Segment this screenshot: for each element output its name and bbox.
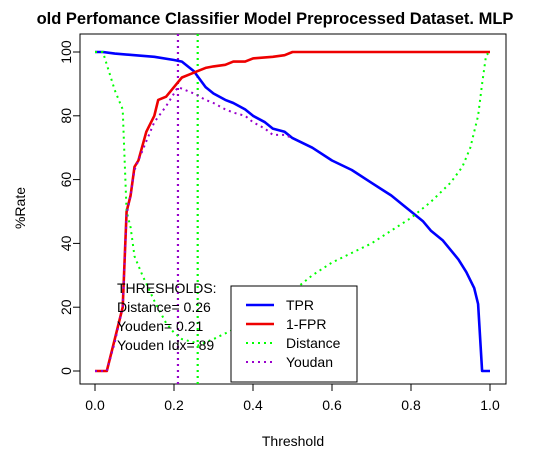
x-tick-label: 0.6 [322,397,342,413]
x-axis-label: Threshold [262,433,324,449]
y-tick-label: 0 [58,367,74,375]
x-tick-label: 0.0 [85,397,105,413]
legend-label-distance: Distance [286,335,341,351]
x-tick-label: 0.8 [401,397,421,413]
legend: TPR 1-FPR Distance Youdan [230,285,358,383]
y-tick-label: 100 [58,40,74,64]
x-tick-label: 1.0 [480,397,500,413]
plot-area [95,34,491,384]
series-line-distance [95,51,491,347]
annotation-line: THRESHOLDS: [117,280,217,296]
legend-label-1-fpr: 1-FPR [286,316,326,332]
x-axis: 0.0 0.2 0.4 0.6 0.8 1.0 [85,383,500,413]
annotation-line: Youden= 0.21 [117,318,204,334]
annotation-line: Youden Idx= 89 [117,337,214,353]
legend-box [230,285,358,383]
annotation-line: Distance= 0.26 [117,299,211,315]
y-tick-label: 80 [58,108,74,124]
y-tick-label: 40 [58,235,74,251]
legend-label-youdan: Youdan [286,354,333,370]
y-axis-label: %Rate [12,187,28,229]
series-line-youdan [95,86,293,372]
y-tick-label: 60 [58,172,74,188]
x-tick-label: 0.2 [164,397,184,413]
chart-title: old Perfomance Classifier Model Preproce… [37,10,514,28]
y-tick-label: 20 [58,299,74,315]
threshold-annotation: THRESHOLDS: Distance= 0.26 Youden= 0.21 … [117,280,217,353]
series-line-tpr [95,50,490,373]
y-axis: 0 20 40 60 80 100 [58,40,81,375]
x-tick-label: 0.4 [243,397,263,413]
legend-label-tpr: TPR [286,297,314,313]
